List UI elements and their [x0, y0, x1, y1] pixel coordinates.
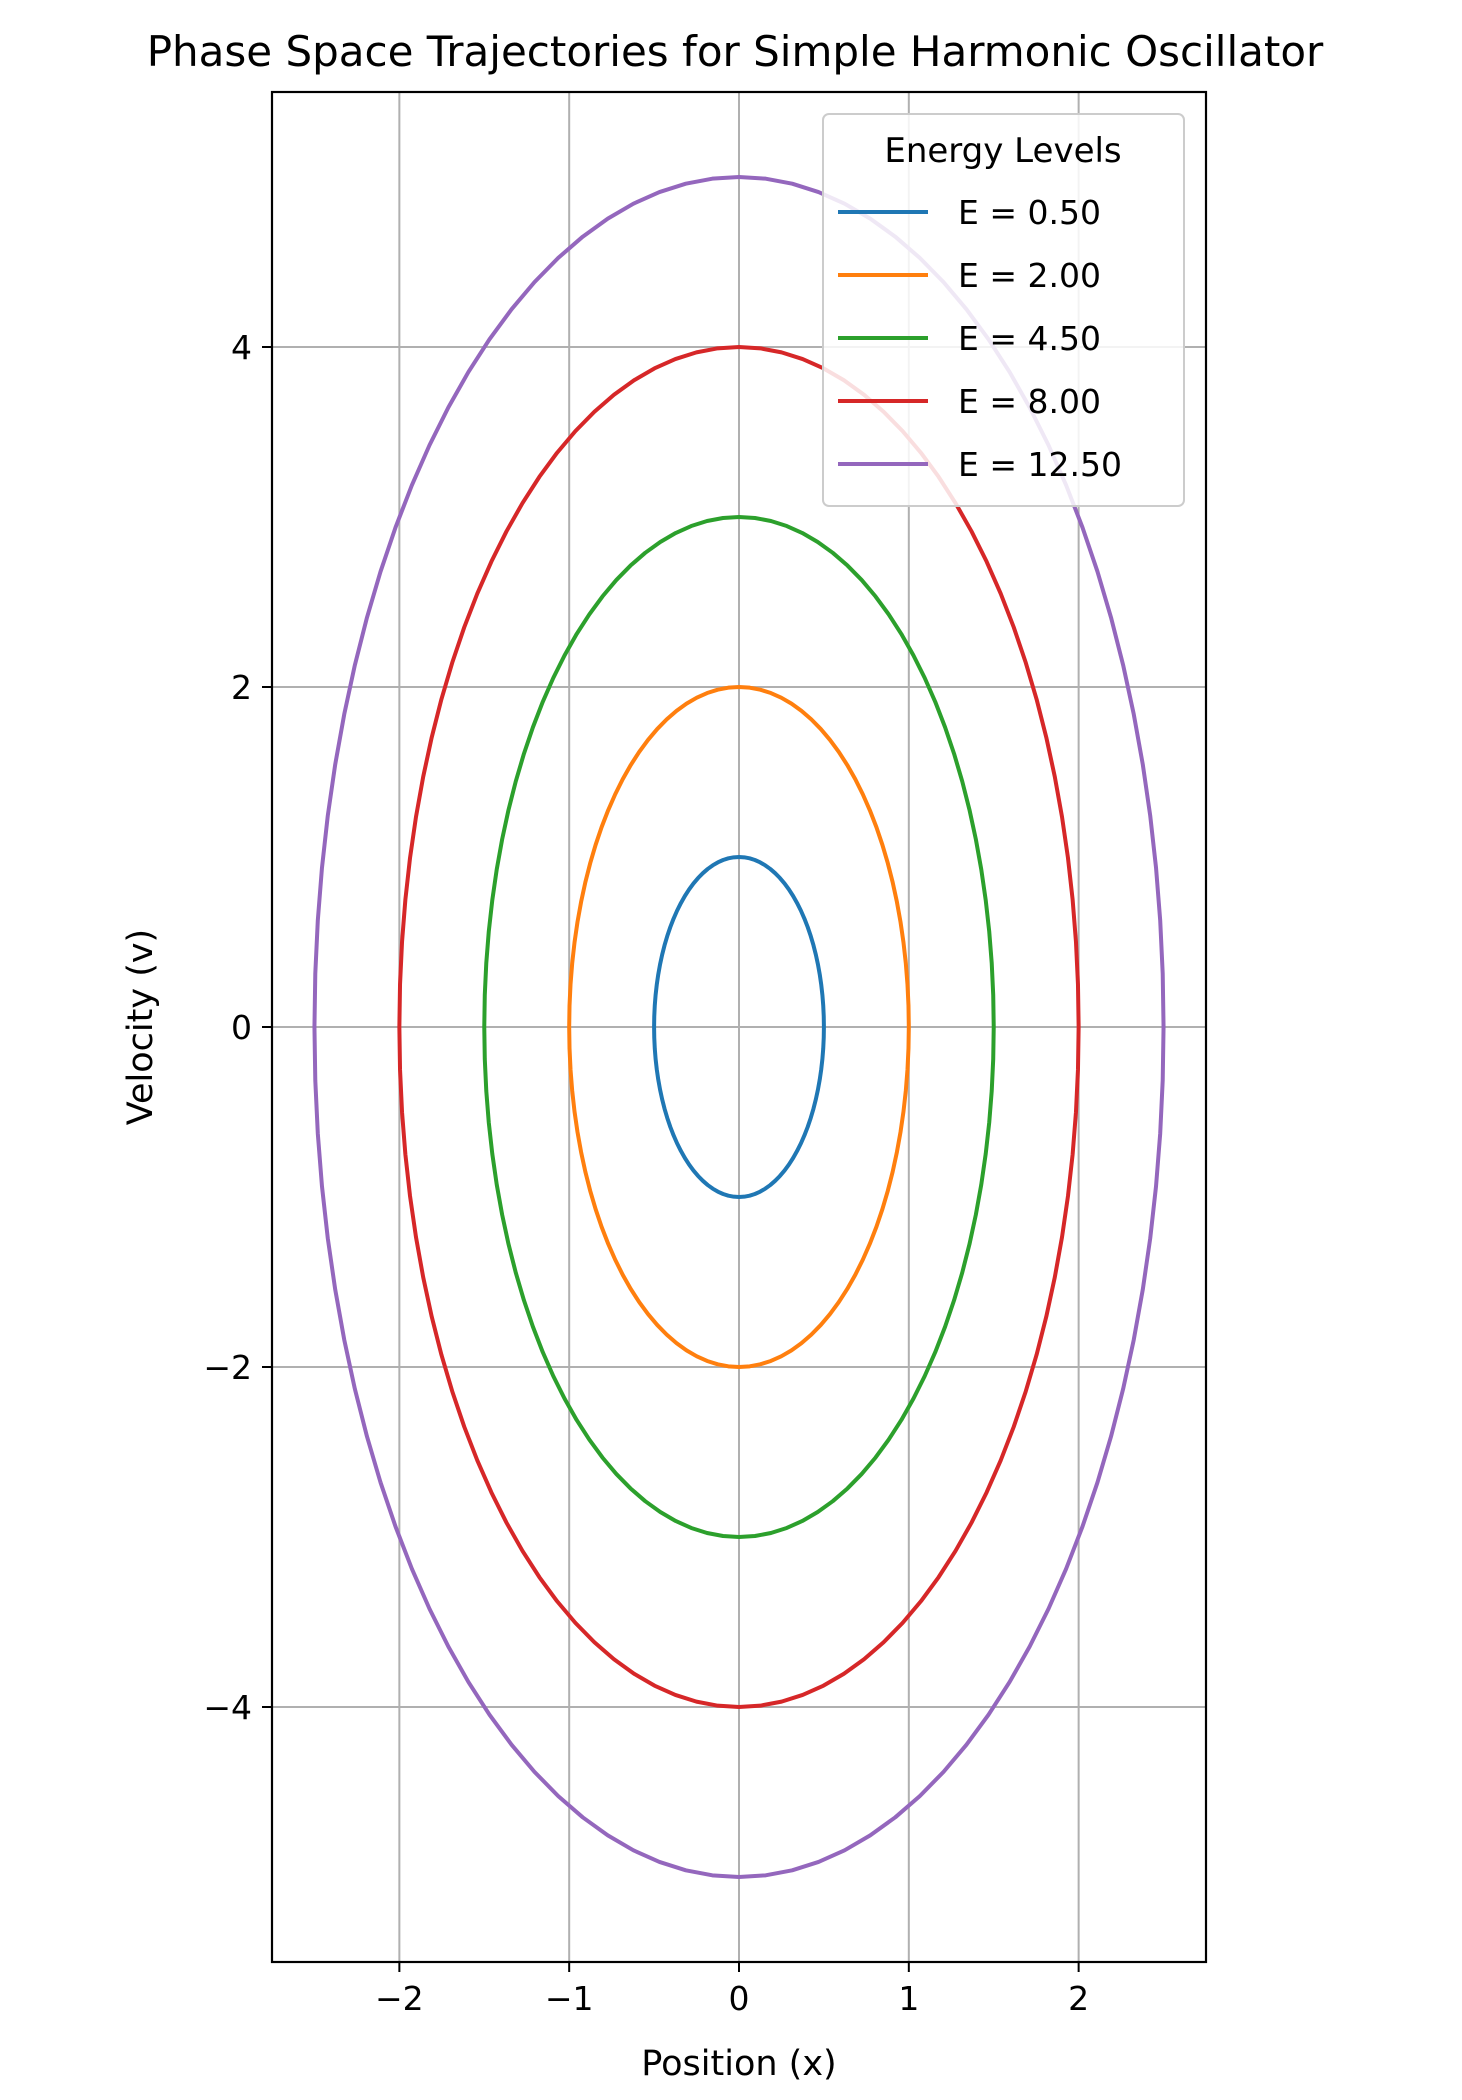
y-tick-label: 0 — [231, 1008, 252, 1047]
legend-label: E = 4.50 — [958, 319, 1101, 358]
series-line-1 — [652, 855, 826, 1199]
x-tick-label: −2 — [375, 1979, 424, 2018]
legend-label: E = 0.50 — [958, 193, 1101, 232]
y-axis-label: Velocity (v) — [121, 929, 161, 1125]
y-tick-label: 4 — [231, 328, 252, 367]
x-tick-label: 2 — [1068, 1979, 1089, 2018]
legend-label: E = 12.50 — [958, 445, 1122, 484]
x-tick-label: −1 — [545, 1979, 594, 2018]
x-tick-label: 0 — [729, 1979, 750, 2018]
legend-title: Energy Levels — [884, 131, 1121, 171]
legend-entries: E = 0.50 E = 2.00 E = 4.50 E = 8.00 E = 12.5… — [838, 193, 1122, 484]
series-line-2 — [567, 685, 911, 1369]
x-tick-label: 1 — [898, 1979, 919, 2018]
ticks: −2 −1 0 1 2 −4 −2 0 2 4 — [203, 328, 1089, 2018]
y-tick-label: 2 — [231, 668, 252, 707]
legend: Energy Levels E = 0.50E = 2.00E = 4.50E … — [822, 113, 1185, 507]
chart-title: Phase Space Trajectories for Simple Harm… — [147, 27, 1324, 76]
legend-label: E = 8.00 — [958, 382, 1101, 421]
x-axis-label: Position (x) — [641, 2044, 836, 2084]
series-line-3 — [482, 515, 996, 1539]
legend-label: E = 2.00 — [958, 256, 1101, 295]
y-tick-label: −2 — [203, 1348, 252, 1387]
y-tick-label: −4 — [203, 1688, 252, 1727]
